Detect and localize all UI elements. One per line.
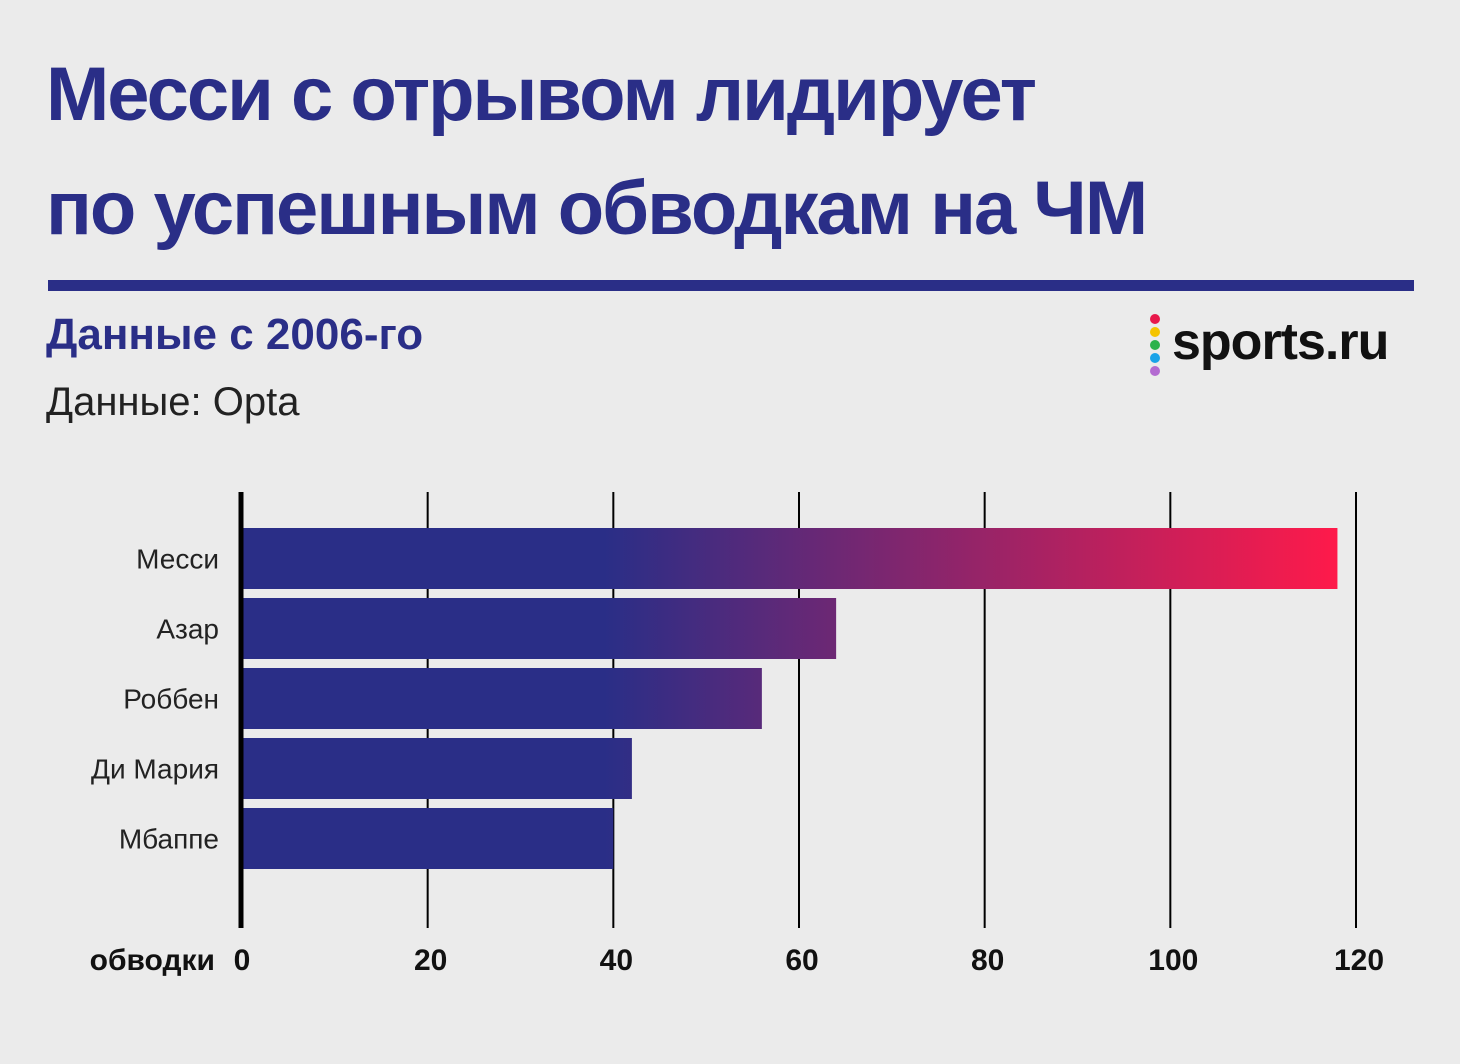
- bar: [242, 528, 1338, 589]
- chart-title: Месси с отрывом лидирует по успешным обв…: [46, 38, 1246, 266]
- category-label: Месси: [136, 544, 219, 575]
- x-tick-label: 40: [600, 944, 633, 977]
- bar: [242, 808, 614, 869]
- logo-dot: [1150, 327, 1160, 337]
- title-divider: [48, 280, 1414, 291]
- sports-ru-logo: sports.ru: [1148, 312, 1416, 378]
- x-tick-label: 120: [1334, 944, 1384, 977]
- x-tick-label: 80: [971, 944, 1004, 977]
- category-label: Роббен: [123, 684, 219, 715]
- logo-dot: [1150, 353, 1160, 363]
- x-tick-label: 100: [1148, 944, 1198, 977]
- x-tick-label: 60: [785, 944, 818, 977]
- title-line-2: по успешным обводкам на ЧМ: [46, 166, 1148, 251]
- logo-dots-icon: [1148, 314, 1162, 380]
- bar-chart: Месси Азар Роббен Ди Мария Мбаппе 0 20 40 60 80 1…: [90, 492, 1384, 977]
- data-source: Данные: Opta: [46, 380, 300, 424]
- chart-subtitle: Данные с 2006-го: [46, 310, 424, 359]
- category-labels: Месси Азар Роббен Ди Мария Мбаппе: [91, 544, 219, 855]
- category-label: Азар: [156, 614, 219, 645]
- bar: [242, 598, 837, 659]
- x-tick-label: 0: [234, 944, 251, 977]
- bar: [242, 738, 632, 799]
- bar: [242, 668, 762, 729]
- category-label: Ди Мария: [91, 754, 219, 785]
- x-axis-ticks: 0 20 40 60 80 100 120: [234, 944, 1384, 977]
- category-label: Мбаппе: [119, 824, 219, 855]
- chart-bars: [242, 528, 1338, 869]
- logo-dot: [1150, 366, 1160, 376]
- logo-dot: [1150, 340, 1160, 350]
- logo-wordmark: sports.ru: [1172, 313, 1389, 371]
- logo-dot: [1150, 314, 1160, 324]
- title-line-1: Месси с отрывом лидирует: [46, 52, 1037, 137]
- x-axis-label: обводки: [90, 944, 215, 977]
- x-tick-label: 20: [414, 944, 447, 977]
